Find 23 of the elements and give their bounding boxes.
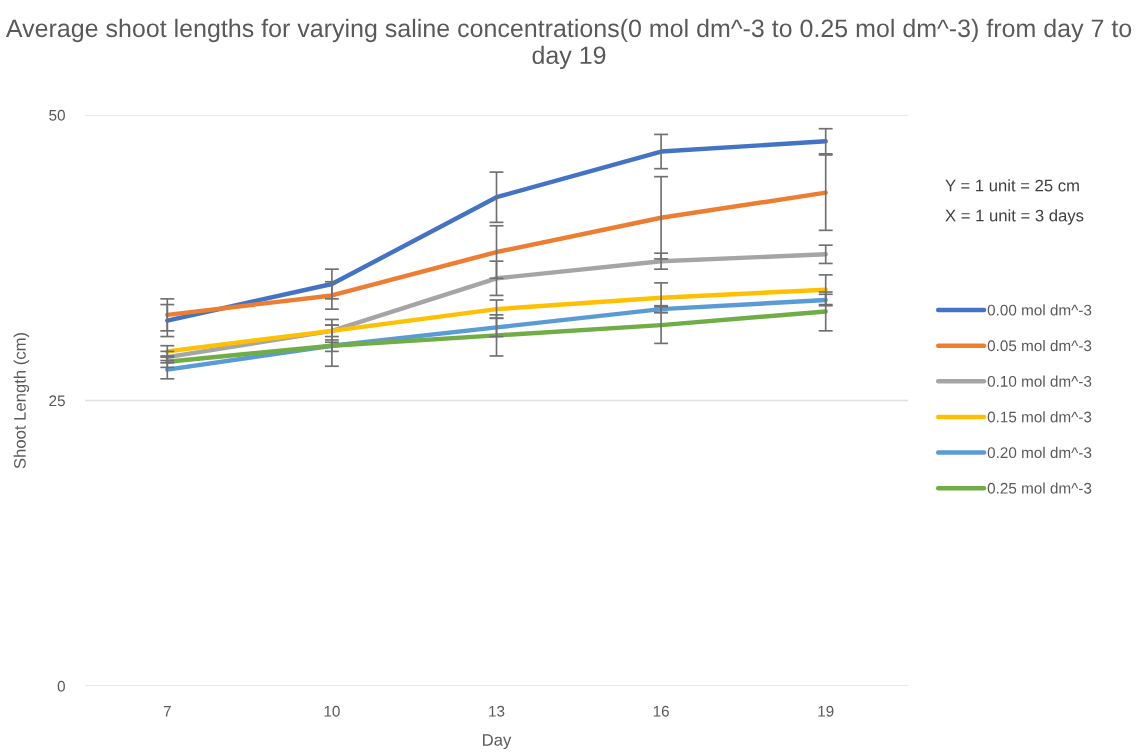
text: X = 1 unit = 3 days xyxy=(945,209,1084,225)
y-axis-title: Shoot Length (cm) xyxy=(13,332,30,469)
y-tick-label: 0 xyxy=(57,680,65,692)
y-tick-label: 50 xyxy=(49,109,65,121)
legend-label: 0.00 mol dm^-3 xyxy=(987,304,1092,316)
legend-label: 0.20 mol dm^-3 xyxy=(987,446,1092,459)
x-axis-title: Day xyxy=(483,734,512,750)
text: Y = 1 unit = 25 cm xyxy=(945,179,1079,192)
x-tick-label: 10 xyxy=(324,705,340,717)
line-series xyxy=(165,287,828,354)
chart-title: Average shoot lengths for varying saline concentrations(0 mol dm^-3 to 0.25 mol dm^-3) from day 7 to day 19 xyxy=(5,18,1132,70)
legend-label: 0.10 mol dm^-3 xyxy=(987,375,1092,387)
y-tick-label: 25 xyxy=(49,395,65,407)
x-tick-label: 13 xyxy=(489,705,505,717)
line-series xyxy=(165,309,828,364)
legend-label: 0.15 mol dm^-3 xyxy=(987,411,1092,423)
x-tick-label: 7 xyxy=(163,706,171,717)
legend-label: 0.25 mol dm^-3 xyxy=(987,482,1092,494)
line-series xyxy=(165,139,828,323)
line-series xyxy=(165,190,828,318)
x-tick-label: 16 xyxy=(653,705,669,717)
legend-label: 0.05 mol dm^-3 xyxy=(987,339,1092,352)
x-tick-label: 19 xyxy=(818,705,834,717)
